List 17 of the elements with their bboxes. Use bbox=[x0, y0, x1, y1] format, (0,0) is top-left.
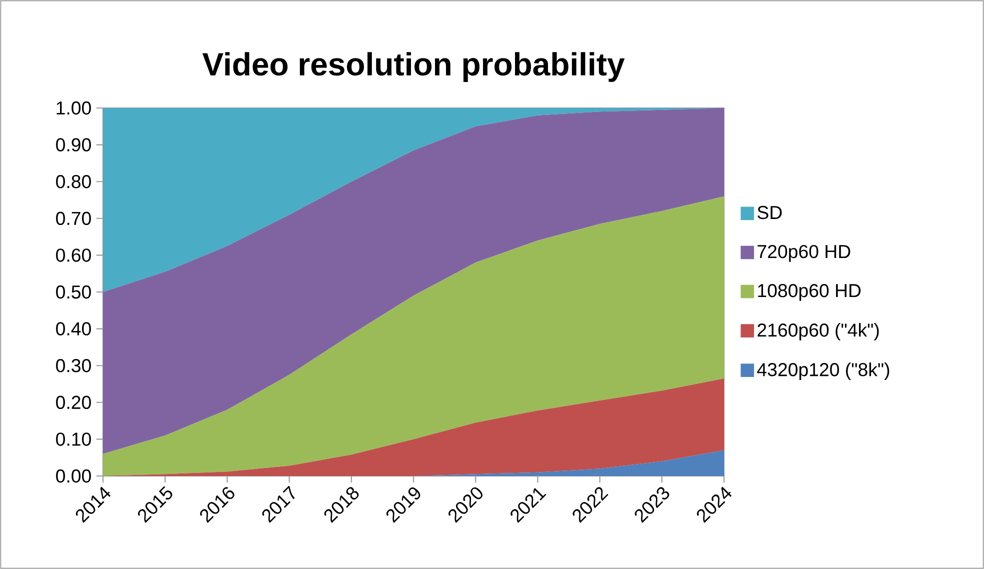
y-tick-label: 0.70 bbox=[56, 212, 91, 226]
legend-label: 2160p60 ("4k") bbox=[758, 323, 879, 340]
y-tick-label: 0.60 bbox=[56, 248, 91, 262]
y-tick-label: 0.20 bbox=[56, 396, 91, 410]
y-tick-label: 0.40 bbox=[56, 322, 91, 336]
y-tick-label: 1.00 bbox=[56, 101, 91, 115]
y-tick-label: 0.90 bbox=[56, 138, 91, 152]
chart-title: Video resolution probability bbox=[202, 52, 625, 82]
y-tick-label: 0.00 bbox=[56, 469, 91, 483]
y-tick-label: 0.50 bbox=[56, 285, 91, 299]
legend-label: 4320p120 ("8k") bbox=[757, 362, 890, 380]
y-tick-label: 0.10 bbox=[56, 432, 91, 446]
y-tick-label: 0.80 bbox=[56, 174, 91, 188]
legend-label: 1080p60 HD bbox=[758, 284, 861, 301]
legend-label: 720p60 HD bbox=[758, 244, 850, 262]
legend-label: SD bbox=[758, 206, 782, 220]
y-tick-label: 0.30 bbox=[56, 358, 91, 372]
